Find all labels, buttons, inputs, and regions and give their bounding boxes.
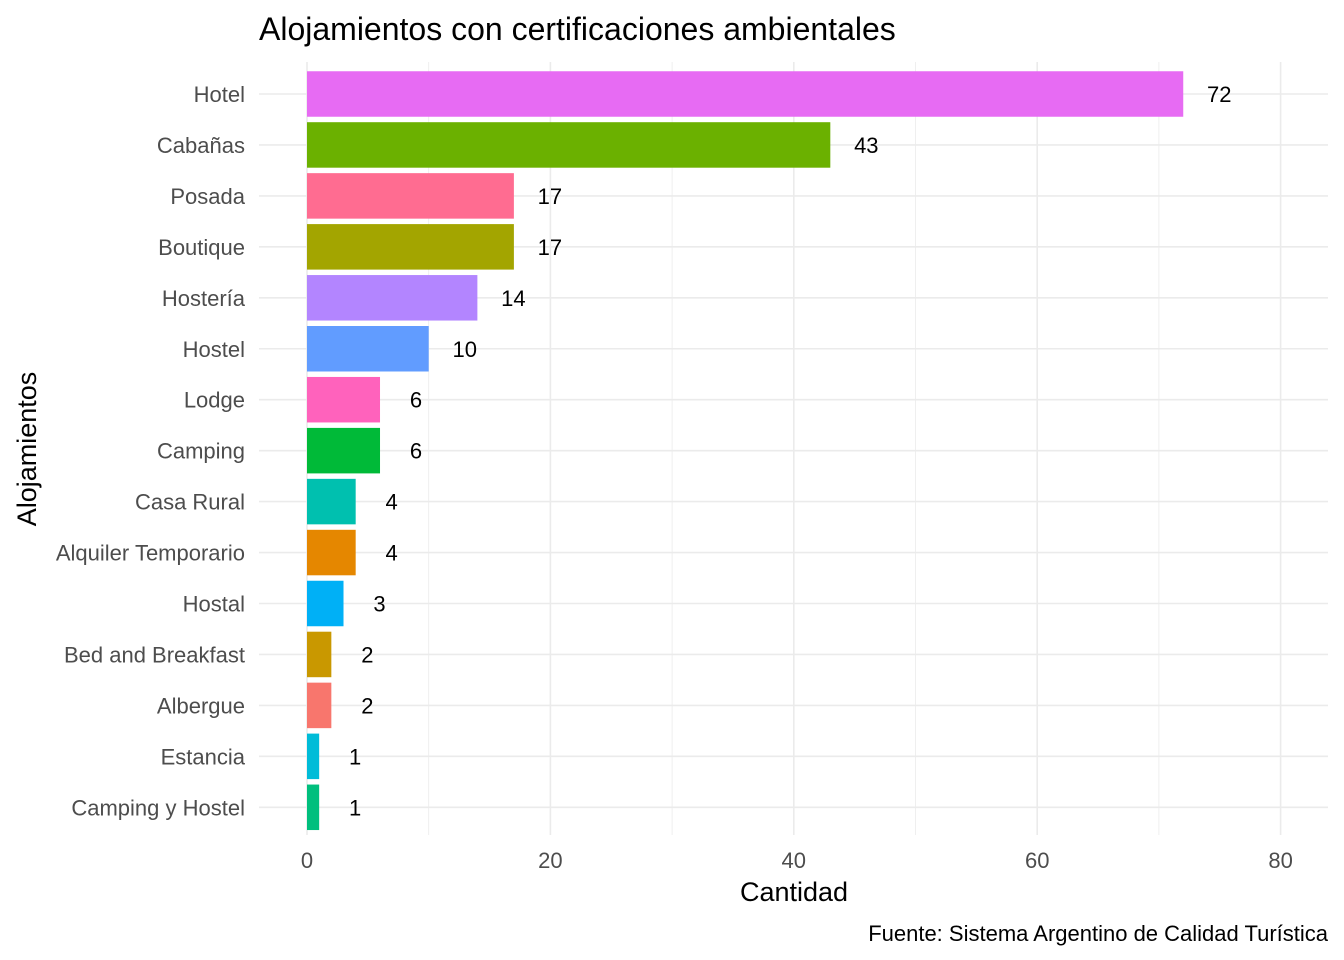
bar — [307, 427, 381, 474]
data-label: 4 — [386, 490, 398, 515]
bar — [307, 529, 356, 576]
category-label: Cabañas — [157, 133, 245, 158]
bar — [307, 122, 831, 168]
bar — [307, 224, 514, 270]
data-label: 6 — [410, 439, 422, 464]
data-label: 72 — [1207, 82, 1231, 107]
data-label: 10 — [452, 337, 476, 362]
bar — [307, 682, 332, 729]
x-tick-labels: 0 20 40 60 80 — [301, 848, 1293, 873]
category-label: Camping — [157, 439, 245, 464]
category-label: Hostel — [183, 337, 245, 362]
chart-title: Alojamientos con certificaciones ambient… — [259, 11, 896, 47]
bar — [307, 631, 332, 678]
x-tick-label: 60 — [1025, 848, 1049, 873]
bar — [307, 478, 356, 525]
category-label: Hostal — [183, 592, 245, 617]
data-label: 43 — [854, 133, 878, 158]
x-tick-label: 0 — [301, 848, 313, 873]
data-label: 17 — [538, 184, 562, 209]
category-label: Camping y Hostel — [71, 795, 245, 820]
category-label: Lodge — [184, 388, 245, 413]
data-label: 17 — [538, 235, 562, 260]
data-label: 6 — [410, 388, 422, 413]
bar — [307, 173, 514, 219]
data-label: 3 — [373, 592, 385, 617]
data-label: 1 — [349, 744, 361, 769]
bar — [307, 376, 381, 423]
category-label: Bed and Breakfast — [64, 642, 245, 667]
category-labels: Hotel Cabañas Posada Boutique Hostería Hostel… — [56, 82, 246, 820]
y-axis-title: Alojamientos — [12, 372, 42, 527]
bar — [307, 733, 320, 780]
x-tick-label: 80 — [1268, 848, 1292, 873]
data-label: 1 — [349, 795, 361, 820]
chart-caption: Fuente: Sistema Argentino de Calidad Tur… — [868, 921, 1329, 946]
data-label: 2 — [361, 693, 373, 718]
bar — [307, 326, 429, 372]
category-label: Casa Rural — [135, 490, 245, 515]
category-label: Albergue — [157, 693, 245, 718]
category-label: Boutique — [158, 235, 245, 260]
x-tick-label: 20 — [538, 848, 562, 873]
data-label: 14 — [501, 286, 525, 311]
data-label: 2 — [361, 642, 373, 667]
category-label: Estancia — [161, 744, 246, 769]
bars — [307, 71, 1184, 831]
bar — [307, 784, 320, 831]
category-label: Posada — [170, 184, 245, 209]
category-label: Alquiler Temporario — [56, 541, 245, 566]
category-label: Hotel — [194, 82, 245, 107]
x-axis-title: Cantidad — [740, 877, 848, 907]
bar — [307, 275, 478, 321]
data-label: 4 — [386, 541, 398, 566]
category-label: Hostería — [162, 286, 246, 311]
x-tick-label: 40 — [782, 848, 806, 873]
bar — [307, 580, 344, 627]
bar — [307, 71, 1184, 117]
